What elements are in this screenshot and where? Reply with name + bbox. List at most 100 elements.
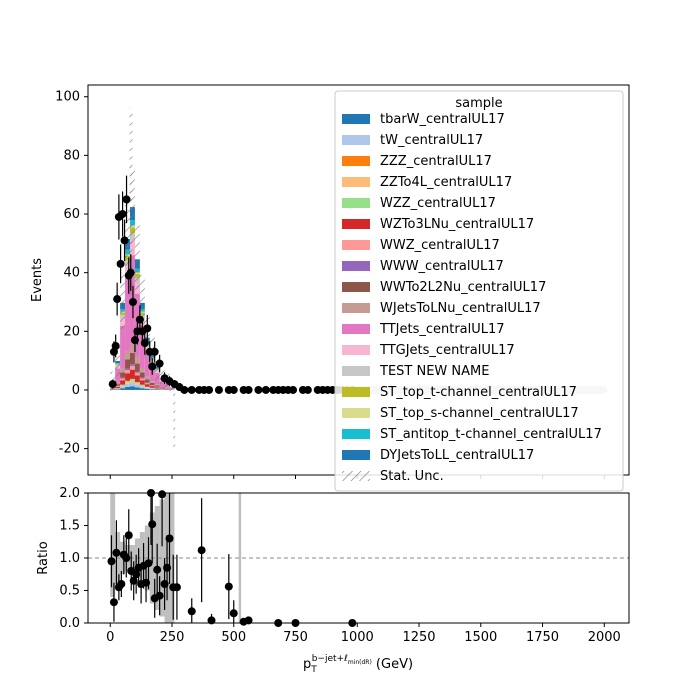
stat-unc-band	[134, 225, 140, 291]
stat-unc-band	[120, 274, 126, 330]
mc-bar-segment	[144, 382, 150, 384]
mc-bar-segment	[120, 377, 126, 379]
data-point	[118, 210, 127, 219]
mc-bar-segment	[134, 372, 140, 376]
legend-label: WZZ_centralUL17	[380, 196, 496, 211]
ratio-x-tick-label: 1750	[526, 630, 559, 645]
mc-bar-segment	[129, 380, 135, 383]
y-tick-label: 100	[55, 90, 80, 105]
data-point	[254, 385, 263, 394]
ratio-x-tick-label: 1500	[464, 630, 497, 645]
ratio-x-tick-label: 500	[221, 630, 246, 645]
y-tick-label: 40	[63, 266, 80, 281]
legend-label: tW_centralUL17	[380, 133, 483, 148]
mc-bar-segment	[125, 278, 130, 352]
mc-bar-segment	[139, 377, 145, 379]
mc-bar-segment	[139, 378, 145, 381]
mc-bar-segment	[129, 378, 135, 381]
mc-bar-segment	[115, 386, 121, 387]
legend-swatch	[342, 135, 370, 145]
data-point	[150, 347, 159, 356]
legend-swatch	[342, 408, 370, 418]
ratio-point	[207, 616, 216, 625]
mc-bar-segment	[139, 367, 145, 373]
data-point	[120, 236, 129, 245]
legend-label: TTJets_centralUL17	[379, 322, 505, 337]
ratio-y-tick-label: 1.5	[59, 519, 80, 534]
y-axis-label: Events	[30, 258, 45, 302]
legend-label: DYJetsToLL_centralUL17	[380, 448, 534, 463]
mc-bar-segment	[149, 389, 155, 390]
data-point	[229, 385, 238, 394]
mc-bar-segment	[125, 368, 130, 371]
ratio-point	[197, 546, 206, 555]
ratio-x-tick-label: 750	[283, 630, 308, 645]
data-point	[126, 268, 135, 277]
legend-swatch	[342, 345, 370, 355]
legend-title: sample	[455, 96, 502, 111]
mc-bar-segment	[115, 384, 121, 386]
ratio-point	[244, 616, 253, 625]
mc-bar-segment	[134, 375, 140, 383]
ratio-point	[187, 607, 196, 616]
mc-bar-segment	[144, 379, 150, 383]
ratio-unc-band	[110, 493, 116, 597]
mc-bar-segment	[125, 359, 130, 369]
ratio-point	[172, 583, 181, 592]
data-point	[205, 385, 214, 394]
mc-bar-segment	[129, 386, 135, 390]
ratio-unc-band	[238, 493, 242, 623]
mc-bar-segment	[125, 370, 130, 374]
mc-bar-segment	[129, 382, 135, 387]
mc-bar-segment	[120, 384, 126, 386]
mc-bar-segment	[125, 382, 130, 384]
mc-bar-segment	[134, 387, 140, 390]
ratio-unc-band	[159, 499, 165, 617]
mc-bar-segment	[144, 387, 150, 388]
legend-swatch	[342, 198, 370, 208]
mc-bar-segment	[144, 387, 150, 389]
legend-swatch	[342, 114, 370, 124]
stat-unc-band	[115, 344, 121, 377]
ratio-y-tick-label: 1.0	[59, 551, 80, 566]
mc-bar-segment	[149, 388, 155, 390]
ratio-point	[109, 598, 118, 607]
mc-bar-segment	[120, 385, 126, 387]
ratio-y-tick-label: 2.0	[59, 486, 80, 501]
mc-bar-segment	[115, 388, 121, 390]
mc-bar-segment	[115, 382, 121, 385]
mc-bar-segment	[129, 369, 135, 379]
mc-bar-segment	[144, 351, 150, 377]
x-axis-label: pTb−jet+ℓmin(dR) (GeV)	[303, 654, 413, 675]
legend-swatch	[342, 282, 370, 292]
legend-swatch	[342, 324, 370, 334]
mc-bar-segment	[115, 389, 121, 390]
data-point	[111, 341, 120, 350]
data-point	[214, 385, 223, 394]
ratio-point	[155, 591, 164, 600]
legend-label: WJetsToLNu_centralUL17	[380, 301, 541, 316]
data-point	[244, 385, 253, 394]
mc-bar-segment	[120, 325, 126, 368]
mc-bar-segment	[134, 371, 140, 373]
mc-bar-segment	[125, 386, 130, 390]
mc-bar-segment	[144, 376, 150, 380]
legend-swatch	[342, 219, 370, 229]
ratio-x-tick-label: 2000	[588, 630, 621, 645]
mc-bar-segment	[134, 363, 140, 372]
mc-bar-segment	[139, 372, 145, 378]
ratio-x-tick-label: 0	[106, 630, 114, 645]
ratio-x-tick-label: 1000	[341, 630, 374, 645]
mc-bar-segment	[120, 372, 126, 378]
data-point	[113, 295, 122, 304]
legend-swatch	[342, 177, 370, 187]
ratio-point	[107, 557, 116, 566]
mc-bar-segment	[139, 380, 145, 385]
mc-bar-segment	[144, 386, 150, 388]
mc-bar-segment	[125, 383, 130, 387]
mc-bar-segment	[134, 356, 140, 364]
mc-bar-segment	[139, 325, 145, 368]
mc-bar-segment	[149, 382, 155, 386]
